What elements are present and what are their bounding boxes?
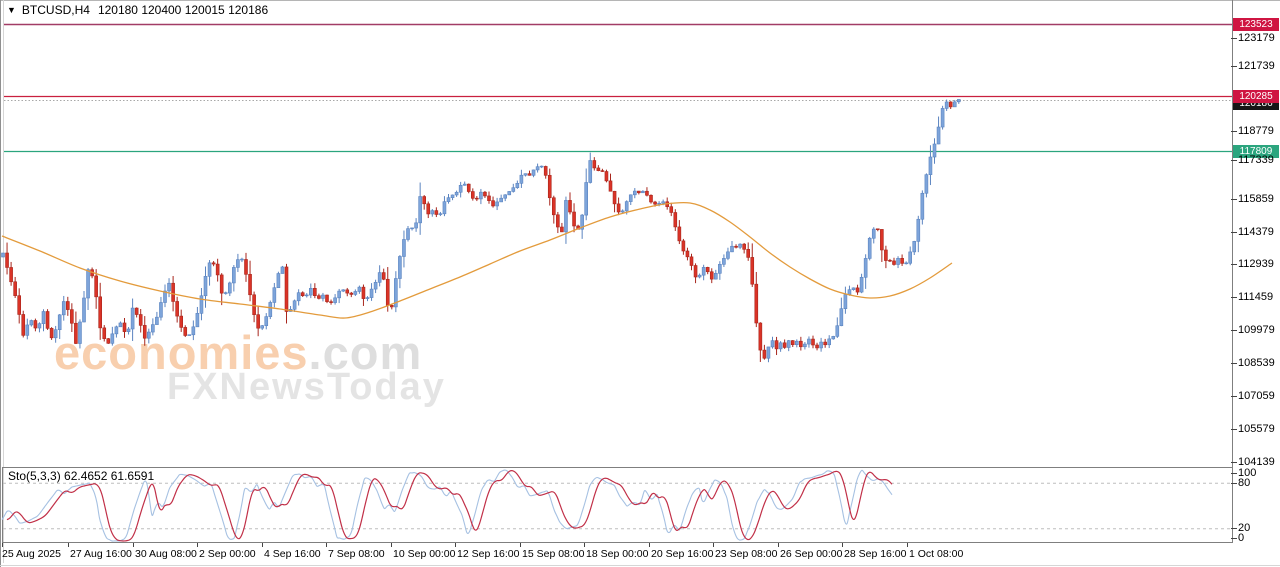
symbol-timeframe-label: BTCUSD,H4 [21,3,90,17]
time-tick-label: 20 Sep 16:00 [651,548,714,560]
time-tick-label: 12 Sep 16:00 [457,548,520,560]
chart-header: ▼ BTCUSD,H4 120180 120400 120015 120186 [7,3,268,17]
time-tick-label: 27 Aug 16:00 [70,548,132,560]
price-level-badge: 117809 [1233,144,1279,158]
time-tick-label: 2 Sep 00:00 [199,548,256,560]
time-tick-label: 1 Oct 08:00 [909,548,964,560]
time-tick-label: 23 Sep 08:00 [715,548,778,560]
price-level-badge: 123523 [1233,17,1279,31]
stochastic-tick-label: 80 [1238,477,1251,489]
stochastic-tick-label: 100 [1238,467,1257,479]
watermark-brand-suffix: .com [308,326,423,379]
price-tick-label: 117339 [1238,154,1274,166]
price-tick-label: 104139 [1238,456,1275,468]
price-tick-label: 123179 [1238,32,1275,44]
price-tick-label: 112939 [1238,258,1274,270]
time-tick-label: 10 Sep 00:00 [393,548,456,560]
time-tick-label: 28 Sep 16:00 [844,548,907,560]
watermark-tagline: FXNewsToday [167,366,446,408]
price-tick-label: 114379 [1238,226,1274,238]
watermark-brand-text: economies [54,326,309,379]
stochastic-tick-label: 20 [1238,522,1251,534]
time-tick-label: 18 Sep 00:00 [586,548,649,560]
price-tick-label: 111459 [1238,291,1274,303]
time-tick-label: 25 Aug 2025 [2,548,61,560]
time-tick-label: 15 Sep 08:00 [522,548,585,560]
price-tick-label: 108539 [1238,357,1275,369]
watermark-brand: economies.com [54,325,422,380]
time-tick-label: 30 Aug 08:00 [135,548,197,560]
price-tick-label: 115859 [1238,193,1274,205]
ohlc-values: 120180 120400 120015 120186 [97,3,269,17]
time-tick-label: 4 Sep 16:00 [264,548,321,560]
price-tick-label: 109979 [1238,324,1275,336]
time-tick-label: 7 Sep 08:00 [328,548,385,560]
price-tick-label: 107059 [1238,390,1275,402]
price-tick-label: 118779 [1238,125,1274,137]
chevron-down-icon[interactable]: ▼ [7,5,16,15]
stochastic-indicator-label: Sto(5,3,3) 62.4652 61.6591 [8,469,155,483]
price-tick-label: 121739 [1238,60,1275,72]
price-tick-label: 105579 [1238,423,1275,435]
time-tick-label: 26 Sep 00:00 [780,548,843,560]
stochastic-tick-label: 0 [1238,532,1245,544]
price-level-badge: 120285 [1233,89,1279,103]
